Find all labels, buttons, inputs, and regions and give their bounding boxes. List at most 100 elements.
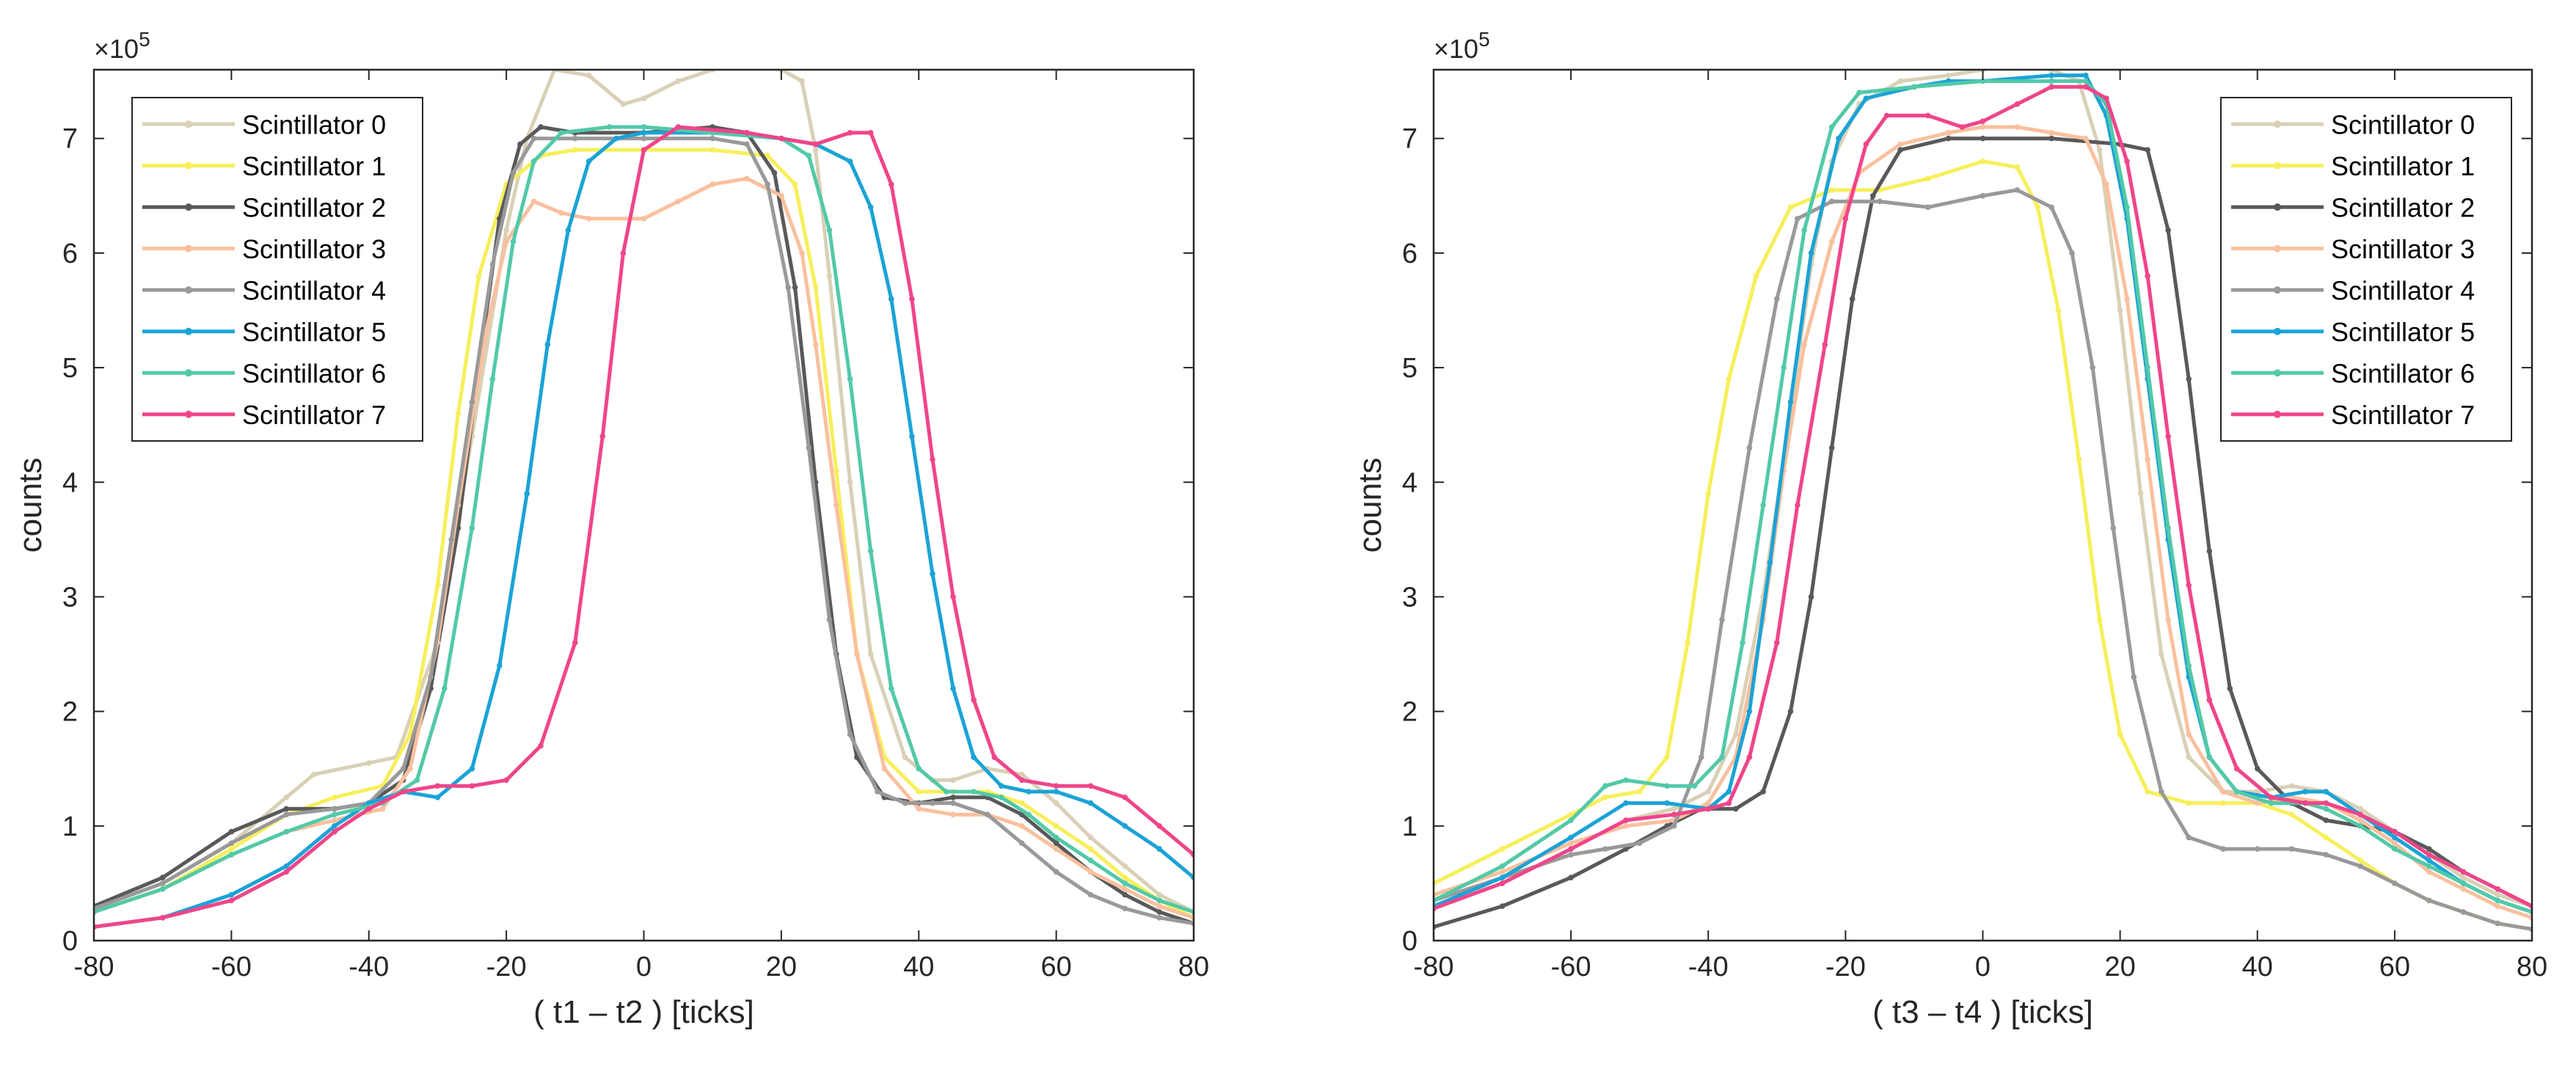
data-point-7-9 bbox=[1795, 502, 1800, 508]
data-point-0-13 bbox=[620, 101, 627, 107]
data-point-6-30 bbox=[1156, 897, 1162, 904]
data-point-0-18 bbox=[2096, 147, 2103, 153]
data-point-2-19 bbox=[2165, 227, 2171, 233]
y-tick-label-3: 3 bbox=[1402, 582, 1417, 613]
x-tick-label-8: 80 bbox=[1178, 952, 1209, 982]
data-point-2-28 bbox=[2426, 846, 2432, 852]
data-point-3-5 bbox=[379, 806, 386, 812]
data-point-5-26 bbox=[2302, 789, 2308, 795]
legend-marker-1 bbox=[2274, 161, 2281, 169]
data-point-3-11 bbox=[530, 198, 537, 205]
data-point-6-12 bbox=[558, 130, 564, 136]
legend-marker-6 bbox=[185, 369, 192, 377]
data-point-3-31 bbox=[1156, 903, 1162, 909]
data-point-2-13 bbox=[1897, 147, 1903, 153]
data-point-6-22 bbox=[2186, 663, 2192, 668]
data-point-2-1 bbox=[159, 875, 166, 880]
data-point-0-6 bbox=[1732, 731, 1739, 737]
data-point-4-3 bbox=[1602, 846, 1608, 852]
data-point-0-3 bbox=[283, 795, 290, 800]
data-point-0-21 bbox=[2159, 651, 2164, 657]
data-point-3-16 bbox=[709, 181, 715, 187]
data-point-5-4 bbox=[332, 823, 337, 829]
data-point-3-12 bbox=[558, 210, 564, 216]
y-tick-label-4: 4 bbox=[1402, 467, 1417, 498]
data-point-7-4 bbox=[1671, 811, 1677, 817]
x-tick-label-2: -40 bbox=[1688, 952, 1729, 982]
data-point-3-20 bbox=[2145, 456, 2150, 462]
data-point-7-13 bbox=[1883, 112, 1890, 119]
data-point-6-22 bbox=[916, 765, 922, 772]
legend-label-6: Scintillator 6 bbox=[242, 358, 386, 388]
data-point-6-13 bbox=[1856, 90, 1862, 95]
data-point-1-20 bbox=[2117, 731, 2123, 737]
data-point-2-18 bbox=[792, 284, 798, 291]
data-point-6-11 bbox=[1801, 227, 1807, 233]
data-point-6-24 bbox=[2233, 789, 2240, 795]
y-multiplier: ×105 bbox=[1434, 28, 1490, 64]
legend-item-6: Scintillator 6 bbox=[2231, 358, 2475, 388]
data-point-4-15 bbox=[709, 135, 715, 142]
data-point-2-21 bbox=[2206, 548, 2213, 554]
data-point-0-9 bbox=[503, 227, 509, 233]
data-point-7-1 bbox=[159, 915, 166, 921]
data-point-2-9 bbox=[1808, 594, 1814, 600]
data-point-6-5 bbox=[1664, 783, 1670, 789]
data-point-1-2 bbox=[228, 846, 235, 852]
data-point-7-28 bbox=[2302, 800, 2308, 806]
data-point-3-12 bbox=[1897, 141, 1903, 147]
data-point-0-5 bbox=[366, 760, 372, 766]
data-point-2-10 bbox=[1828, 445, 1835, 451]
data-point-3-17 bbox=[744, 175, 750, 182]
data-point-2-8 bbox=[1787, 708, 1794, 715]
data-point-1-21 bbox=[2145, 789, 2150, 795]
data-point-0-27 bbox=[2357, 806, 2363, 812]
data-point-6-16 bbox=[2048, 78, 2054, 84]
data-point-7-20 bbox=[867, 130, 874, 136]
data-point-0-31 bbox=[1122, 863, 1128, 869]
data-point-3-9 bbox=[1801, 342, 1807, 348]
data-point-1-17 bbox=[2055, 307, 2062, 313]
data-point-5-19 bbox=[847, 158, 853, 164]
legend-marker-0 bbox=[185, 120, 192, 128]
data-point-6-2 bbox=[228, 852, 235, 858]
data-point-1-25 bbox=[1053, 823, 1059, 829]
data-point-1-23 bbox=[2220, 800, 2226, 806]
legend-marker-5 bbox=[185, 327, 192, 335]
data-point-1-18 bbox=[833, 467, 839, 474]
data-point-7-17 bbox=[2014, 101, 2021, 107]
y-tick-label-6: 6 bbox=[62, 238, 78, 269]
data-point-6-14 bbox=[1911, 84, 1917, 90]
data-point-1-21 bbox=[916, 789, 922, 795]
data-point-7-3 bbox=[1623, 817, 1629, 823]
data-point-3-29 bbox=[2426, 869, 2432, 875]
series-line-1 bbox=[94, 147, 1194, 920]
data-point-7-9 bbox=[503, 777, 509, 784]
series-4 bbox=[1434, 187, 2532, 933]
data-point-6-31 bbox=[2460, 880, 2467, 886]
data-point-7-15 bbox=[1959, 124, 1966, 130]
data-point-7-6 bbox=[400, 789, 406, 795]
data-point-3-2 bbox=[1568, 840, 1574, 846]
legend-marker-7 bbox=[2274, 410, 2281, 418]
data-point-5-2 bbox=[228, 891, 235, 898]
series-group bbox=[94, 70, 1194, 930]
legend-marker-6 bbox=[2274, 369, 2281, 377]
data-point-1-27 bbox=[1122, 875, 1128, 880]
data-point-3-13 bbox=[585, 216, 592, 222]
data-point-2-2 bbox=[1568, 875, 1574, 880]
data-point-7-24 bbox=[2186, 583, 2192, 588]
data-point-0-30 bbox=[1087, 834, 1094, 841]
data-point-5-12 bbox=[1863, 95, 1869, 101]
data-point-4-28 bbox=[2392, 880, 2398, 886]
data-point-6-28 bbox=[1087, 857, 1094, 864]
legend-item-7: Scintillator 7 bbox=[142, 400, 386, 430]
y-multiplier: ×105 bbox=[94, 28, 150, 64]
data-point-0-4 bbox=[1671, 806, 1677, 812]
data-point-4-13 bbox=[572, 135, 578, 142]
data-point-6-10 bbox=[1781, 365, 1787, 371]
series-line-5 bbox=[1434, 73, 2532, 914]
data-point-7-27 bbox=[2268, 795, 2274, 800]
legend-marker-7 bbox=[185, 410, 192, 418]
y-tick-label-7: 7 bbox=[62, 124, 78, 155]
